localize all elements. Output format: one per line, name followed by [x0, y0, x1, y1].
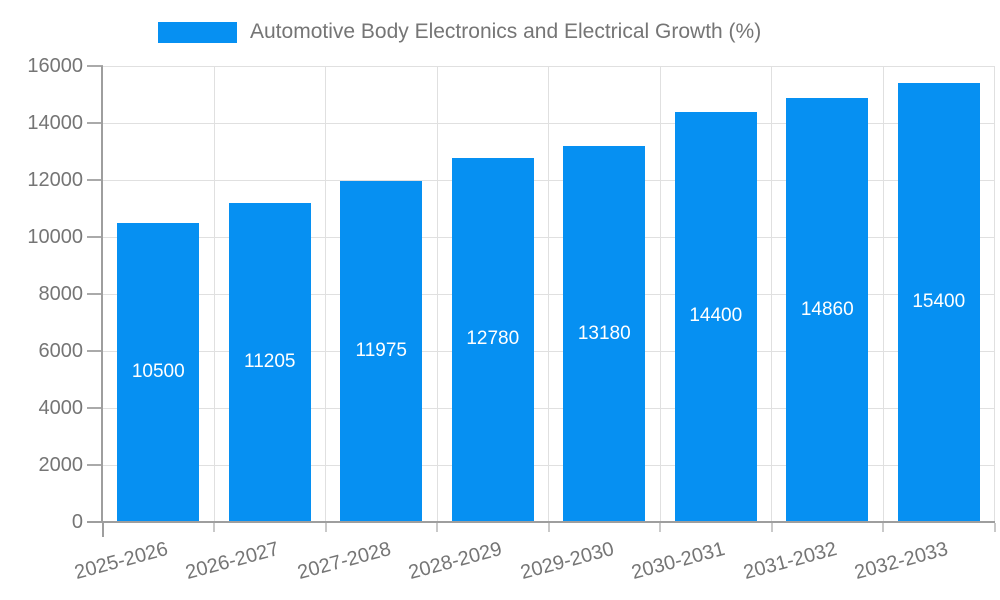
y-axis-tick-label: 4000 — [38, 397, 84, 419]
y-axis-tick-label: 6000 — [38, 340, 84, 362]
bar — [117, 222, 200, 521]
y-axis-tick-label: 0 — [71, 511, 83, 533]
bar-value-label: 14860 — [800, 298, 854, 320]
bar-value-label: 10500 — [131, 360, 185, 382]
y-axis-tick-label: 12000 — [27, 169, 83, 191]
x-axis-category-label: 2028-2029 — [406, 538, 505, 585]
gridline-vertical — [994, 66, 995, 522]
x-axis-category-label: 2026-2027 — [183, 538, 282, 585]
x-axis-tick — [436, 523, 438, 532]
x-axis-tick — [993, 523, 996, 532]
y-axis-tick — [87, 407, 103, 409]
y-axis-tick-label: 14000 — [27, 112, 83, 134]
gridline-vertical — [548, 66, 549, 522]
y-axis-tick-label: 2000 — [38, 454, 84, 476]
y-axis-tick — [87, 65, 103, 67]
bar-value-label: 13180 — [577, 322, 631, 344]
y-axis-tick — [87, 179, 103, 181]
bar — [674, 111, 757, 521]
x-axis-category-label: 2032-2033 — [852, 538, 951, 585]
x-axis-category-label: 2029-2030 — [517, 538, 616, 585]
bar-value-label: 11205 — [244, 350, 296, 372]
gridline-vertical — [659, 66, 661, 522]
x-axis-tick — [101, 523, 104, 537]
y-axis-tick-label: 16000 — [27, 55, 83, 77]
y-axis-tick — [87, 293, 103, 295]
legend-swatch — [158, 21, 237, 43]
gridline-vertical — [771, 66, 772, 522]
bar-value-label: 15400 — [912, 291, 966, 313]
bar — [451, 157, 534, 521]
y-axis-line — [100, 66, 103, 522]
x-axis-tick — [659, 523, 661, 532]
legend-title: Automotive Body Electronics and Electric… — [250, 20, 762, 43]
bar-value-label: 14400 — [689, 305, 743, 327]
y-axis-tick — [87, 350, 103, 352]
y-axis-tick — [87, 236, 103, 238]
bar-value-label: 11975 — [355, 339, 407, 361]
gridline-vertical — [436, 66, 438, 522]
x-axis-tick — [770, 523, 773, 532]
x-axis-tick — [547, 523, 550, 532]
y-axis-tick — [87, 464, 103, 466]
x-axis-category-label: 2030-2031 — [629, 538, 728, 585]
chart-legend: Automotive Body Electronics and Electric… — [158, 20, 761, 44]
x-axis-category-label: 2031-2032 — [740, 538, 839, 585]
bar — [340, 180, 423, 521]
x-axis-category-label: 2027-2028 — [294, 538, 393, 585]
bar-value-label: 12780 — [466, 328, 520, 350]
y-axis-tick — [87, 122, 103, 124]
bar — [897, 83, 980, 521]
y-axis-tick-label: 10000 — [27, 226, 83, 248]
bar — [563, 146, 646, 521]
gridline-vertical — [213, 66, 215, 522]
x-axis-line — [87, 521, 995, 523]
gridline-vertical — [325, 66, 326, 522]
bar — [786, 98, 869, 521]
x-axis-category-label: 2025-2026 — [71, 538, 170, 585]
x-axis-tick — [324, 523, 327, 532]
x-axis-tick — [882, 523, 884, 532]
y-axis-tick-label: 8000 — [38, 283, 84, 305]
gridline-vertical — [882, 66, 884, 522]
bar — [228, 202, 311, 521]
x-axis-tick — [213, 523, 215, 532]
